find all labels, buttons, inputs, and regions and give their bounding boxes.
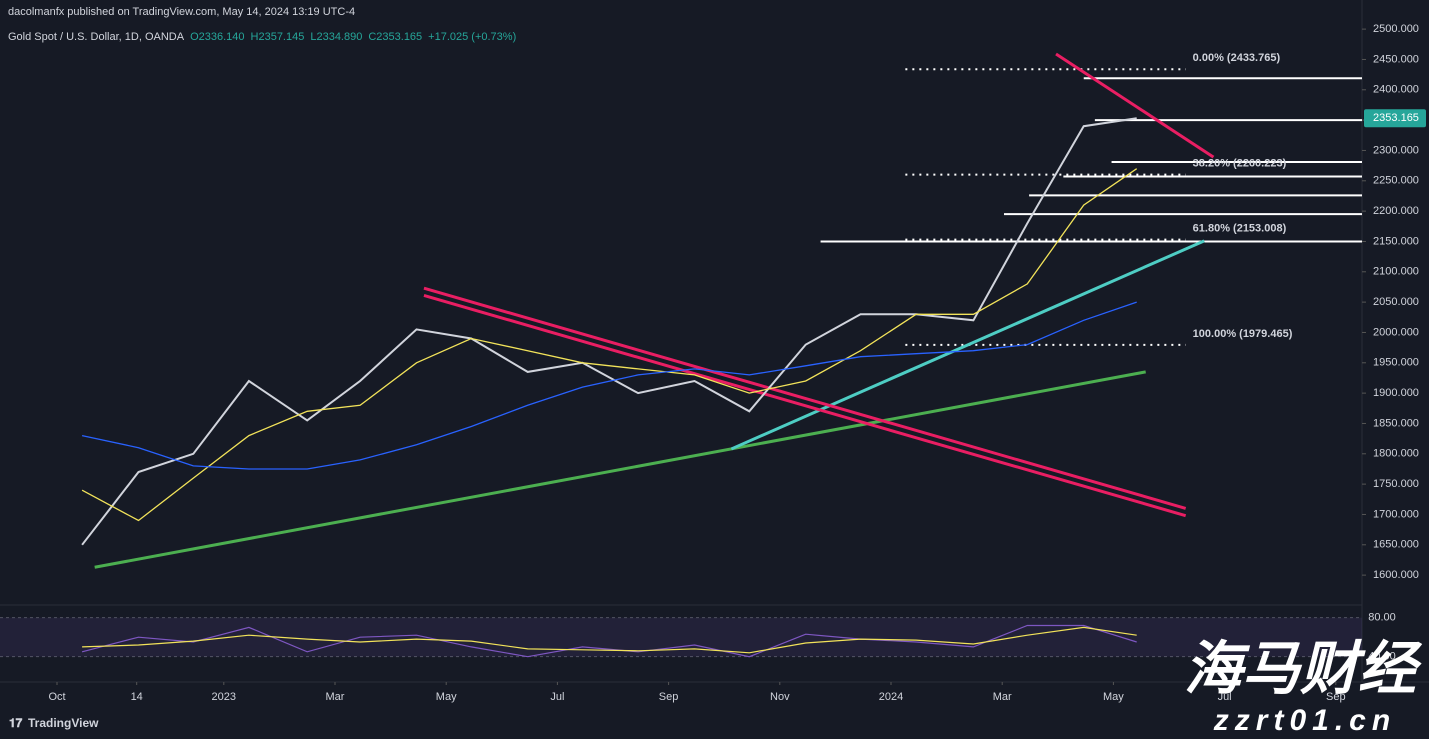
x-tick-label: Oct — [48, 691, 65, 703]
x-tick-label: Jul — [1218, 691, 1232, 703]
brand: TradingView — [28, 716, 99, 730]
y-tick-label: 2100.000 — [1373, 266, 1419, 278]
trendline — [94, 370, 1146, 569]
y-tick-label: 1600.000 — [1373, 569, 1419, 581]
y-tick-label: 2200.000 — [1373, 205, 1419, 217]
rsi-line — [81, 624, 1137, 658]
rsi-band — [0, 617, 1362, 657]
y-tick-label: 2300.000 — [1373, 144, 1419, 156]
publisher: dacolmanfx published on TradingView.com,… — [8, 6, 356, 18]
y-tick-label: 1950.000 — [1373, 357, 1419, 369]
x-tick-label: Mar — [993, 691, 1012, 703]
fib-label: 100.00% (1979.465) — [1193, 328, 1293, 340]
trendline — [730, 239, 1205, 451]
rsi-tick-label: 40.00 — [1368, 651, 1396, 663]
y-tick-label: 1650.000 — [1373, 539, 1419, 551]
last-price-box — [1364, 109, 1426, 128]
price-line — [81, 301, 1137, 470]
x-tick-label: Mar — [326, 691, 345, 703]
trendline — [1055, 52, 1215, 159]
x-tick-label: 2023 — [212, 691, 236, 703]
x-tick-label: Sep — [1326, 691, 1346, 703]
brand-logo: 𝟏𝟕 — [9, 716, 23, 730]
y-tick-label: 2000.000 — [1373, 326, 1419, 338]
x-tick-label: 14 — [131, 691, 143, 703]
y-tick-label: 1700.000 — [1373, 508, 1419, 520]
y-tick-label: 2400.000 — [1373, 84, 1419, 96]
y-tick-label: 2500.000 — [1373, 23, 1419, 35]
fib-label: 0.00% (2433.765) — [1193, 52, 1281, 64]
rsi-tick-label: 80.00 — [1368, 612, 1396, 624]
x-tick-label: May — [436, 691, 457, 703]
ohlc: H2357.145 — [250, 31, 305, 43]
ohlc: C2353.165 — [368, 31, 423, 43]
watermark-url: zzrt01.cn — [1213, 704, 1396, 737]
x-tick-label: Sep — [659, 691, 679, 703]
price-line — [81, 168, 1138, 522]
y-tick-label: 2150.000 — [1373, 235, 1419, 247]
x-tick-label: Nov — [770, 691, 790, 703]
y-tick-label: 1850.000 — [1373, 417, 1419, 429]
legend: Gold Spot / U.S. Dollar, 1D, OANDA O2336… — [8, 31, 516, 43]
watermark-title: 海马财经 — [1184, 636, 1423, 701]
y-tick-label: 1900.000 — [1373, 387, 1419, 399]
x-tick-label: 2024 — [879, 691, 903, 703]
change: +17.025 (+0.73%) — [428, 31, 517, 43]
rsi-ma-line — [82, 626, 1137, 654]
fib-label: 61.80% (2153.008) — [1193, 223, 1287, 235]
trendline — [423, 286, 1187, 510]
ohlc: L2334.890 — [310, 31, 363, 43]
trendline — [423, 294, 1187, 518]
y-tick-label: 1800.000 — [1373, 448, 1419, 460]
y-tick-label: 2050.000 — [1373, 296, 1419, 308]
last-price-label: 2353.165 — [1373, 112, 1419, 124]
x-tick-label: Jul — [550, 691, 564, 703]
symbol: Gold Spot / U.S. Dollar, 1D, OANDA — [8, 31, 185, 43]
y-tick-label: 2250.000 — [1373, 175, 1419, 187]
y-tick-label: 2450.000 — [1373, 53, 1419, 65]
x-tick-label: May — [1103, 691, 1124, 703]
ohlc: O2336.140 — [190, 31, 245, 43]
watermark: 海马财经 zzrt01.cn — [1184, 636, 1423, 737]
fib-label: 38.20% (2260.223) — [1193, 157, 1287, 169]
price-line — [81, 117, 1137, 546]
y-tick-label: 1750.000 — [1373, 478, 1419, 490]
